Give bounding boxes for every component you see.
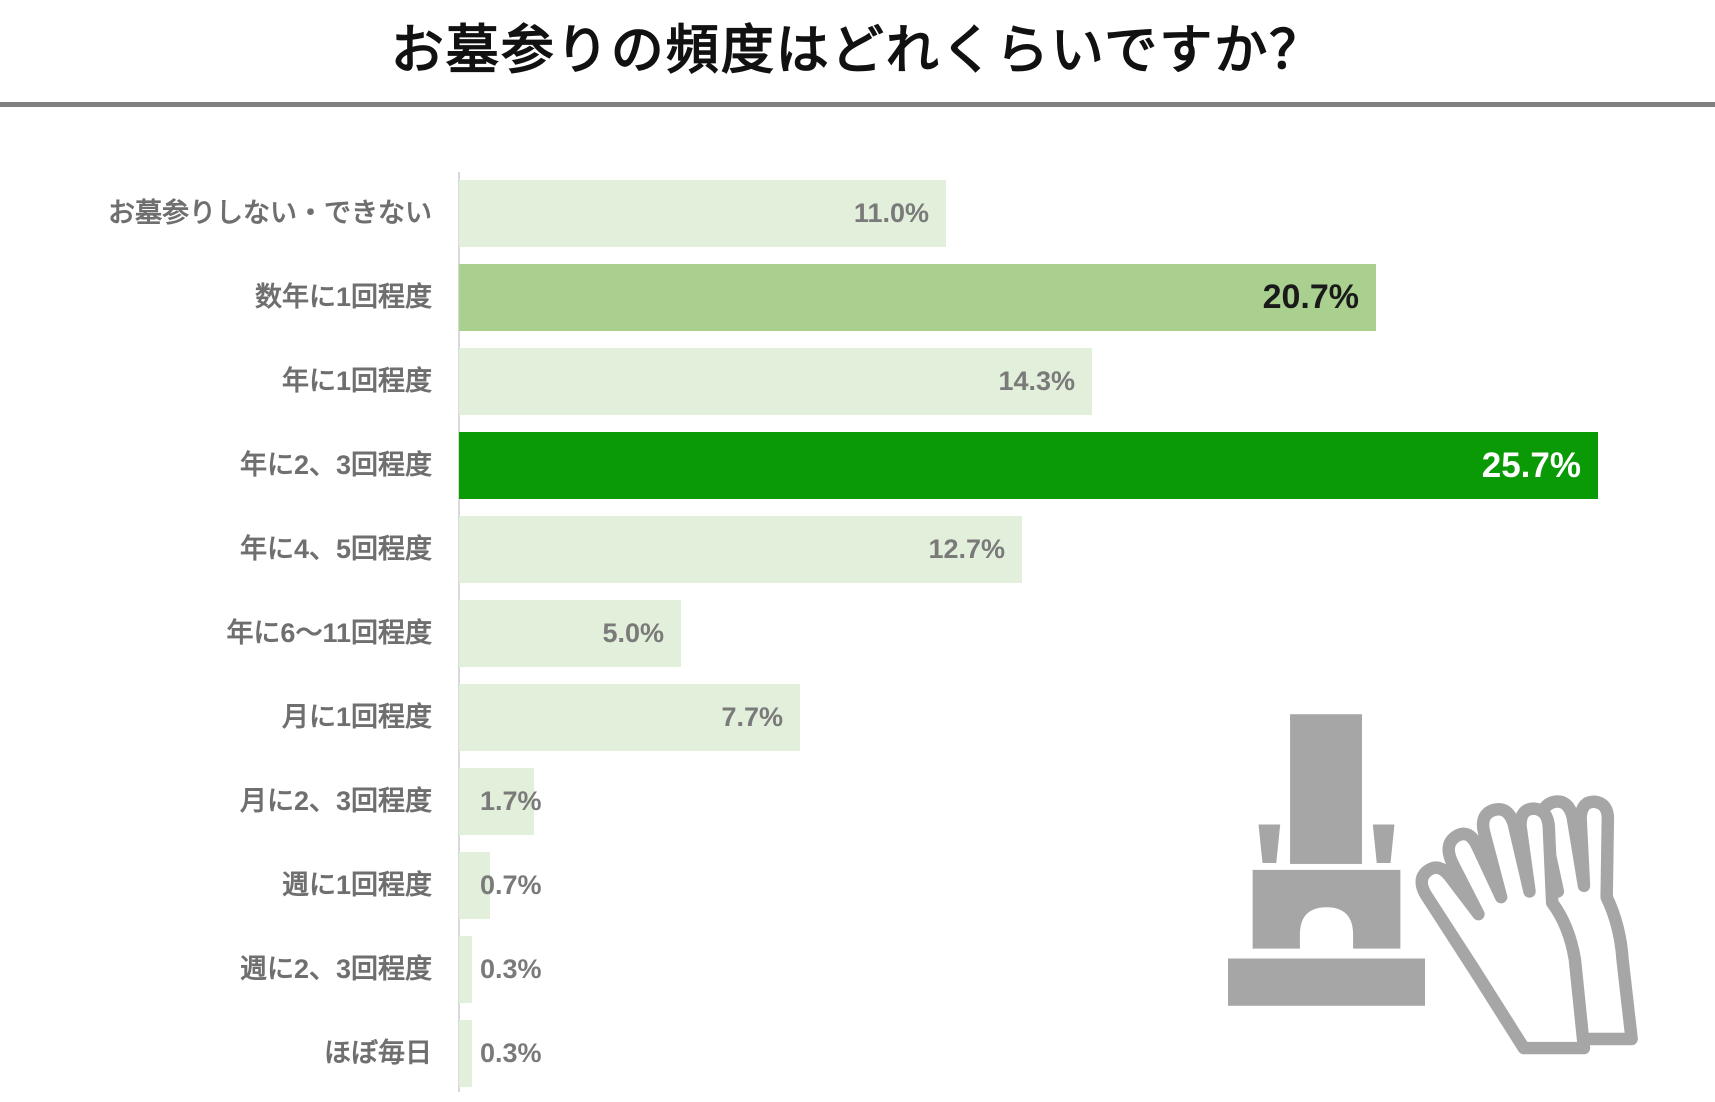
category-label: 年に4、5回程度	[239, 534, 432, 564]
value-label: 0.3%	[480, 954, 542, 984]
bar	[459, 348, 1092, 415]
value-label: 14.3%	[998, 366, 1075, 396]
category-label: ほぼ毎日	[324, 1038, 432, 1068]
bar	[459, 936, 472, 1003]
value-label: 11.0%	[853, 198, 929, 228]
bar	[459, 516, 1022, 583]
value-label: 1.7%	[480, 786, 542, 816]
praying-hands-shape	[1415, 795, 1638, 1055]
category-label: 週に2、3回程度	[239, 954, 432, 984]
bar	[459, 684, 800, 751]
praying-hands-icon	[1415, 795, 1638, 1055]
bar	[459, 600, 681, 667]
category-label: 年に6～11回程度	[226, 618, 432, 648]
title-divider	[0, 102, 1715, 107]
value-label: 0.7%	[480, 870, 542, 900]
bar	[459, 768, 534, 835]
bar	[459, 852, 490, 919]
tombstone-icon	[1228, 714, 1425, 1006]
value-label: 0.3%	[480, 1038, 542, 1068]
bar	[459, 180, 946, 247]
category-label: 年に2、3回程度	[239, 450, 432, 480]
category-label: 月に1回程度	[281, 702, 432, 732]
value-label: 7.7%	[721, 702, 783, 732]
category-label: 月に2、3回程度	[239, 786, 432, 816]
category-label: 数年に1回程度	[254, 282, 432, 312]
bar	[459, 264, 1376, 331]
category-label: 週に1回程度	[281, 870, 432, 900]
value-label: 25.7%	[1481, 446, 1581, 485]
chart-title: お墓参りの頻度はどれくらいですか？	[390, 21, 1325, 80]
value-label: 20.7%	[1262, 278, 1359, 316]
bar	[459, 432, 1598, 499]
category-label: 年に1回程度	[281, 366, 432, 396]
value-label: 12.7%	[928, 534, 1005, 564]
category-label: お墓参りしない・できない	[108, 198, 432, 228]
tombstone-shape	[1228, 714, 1425, 1006]
value-label: 5.0%	[602, 618, 664, 648]
bar	[459, 1020, 472, 1087]
